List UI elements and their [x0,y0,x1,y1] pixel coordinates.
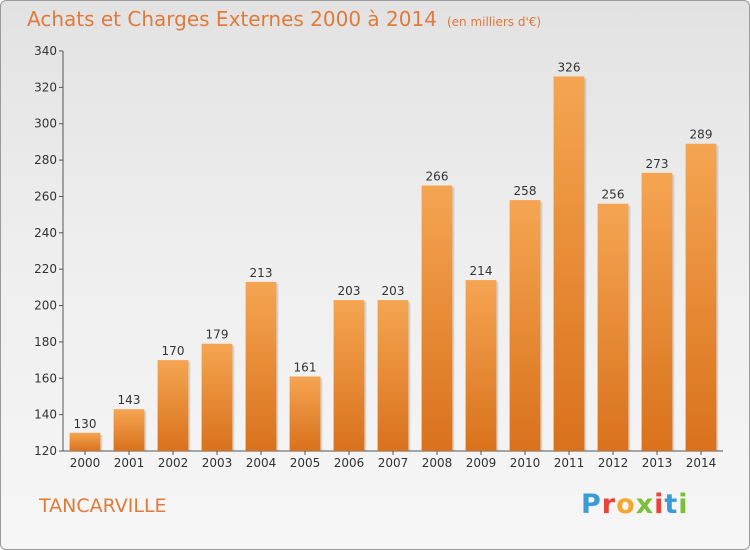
value-labels: 130 143 170 179 213 161 203 203 266 214 258 326 256 2… [74,60,713,430]
bar [597,203,629,451]
bar [377,300,409,451]
bar-value-label: 170 [162,344,185,358]
brand-letter: t [664,489,679,520]
x-tick-label: 2011 [554,456,585,470]
x-tick-label: 2007 [378,456,409,470]
x-tick-label: 2014 [686,456,717,470]
bar-value-label: 203 [382,284,405,298]
chart-subtitle: (en milliers d'€) [446,15,542,29]
bar [289,376,321,451]
bar-value-label: 213 [250,266,273,280]
bar-value-label: 214 [470,264,493,278]
bar-value-label: 143 [118,393,141,407]
bars [69,76,719,452]
x-tick-label: 2008 [422,456,453,470]
bar [509,200,541,451]
bar [69,432,101,451]
bar [157,360,189,451]
x-tick-label: 2001 [114,456,145,470]
bar [641,172,673,451]
y-tick-label: 140 [34,408,57,422]
y-tick-label: 320 [34,80,57,94]
y-tick-label: 260 [34,189,57,203]
y-tick-label: 340 [34,44,57,58]
y-tick-label: 180 [34,335,57,349]
bar-value-label: 273 [646,157,669,171]
brand-letter: i [678,489,689,520]
commune-name: TANCARVILLE [39,495,167,517]
brand-letter: r [601,489,617,520]
y-tick-label: 200 [34,299,57,313]
bar-value-label: 161 [294,360,317,374]
y-tick-label: 120 [34,444,57,458]
y-tick-label: 160 [34,371,57,385]
bar-value-label: 179 [206,328,229,342]
y-tick-label: 220 [34,262,57,276]
brand-letter: P [581,489,602,520]
bar [421,185,453,451]
chart-title: Achats et Charges Externes 2000 à 2014 (e… [27,7,541,31]
bar [201,343,233,451]
x-tick-label: 2013 [642,456,673,470]
x-tick-label: 2009 [466,456,497,470]
brand-letter: o [616,489,636,520]
x-tick-label: 2010 [510,456,541,470]
bar [553,76,585,452]
x-tick-label: 2006 [334,456,365,470]
bar [465,280,497,451]
bar-value-label: 326 [558,60,581,74]
x-tick-label: 2005 [290,456,321,470]
brand-letter: x [635,489,655,520]
y-tick-label: 300 [34,117,57,131]
y-tick-label: 240 [34,226,57,240]
bar [245,281,277,451]
bar-value-label: 130 [74,417,97,431]
x-tick-label: 2004 [246,456,277,470]
bar [113,409,145,451]
bar [685,143,717,451]
x-tick-label: 2012 [598,456,629,470]
brand-letter: i [654,489,665,520]
bar-value-label: 256 [602,188,625,202]
bar [333,300,365,451]
x-tick-label: 2002 [158,456,189,470]
y-tick-label: 280 [34,153,57,167]
bar-value-label: 258 [514,184,537,198]
bar-value-label: 203 [338,284,361,298]
x-tick-label: 2003 [202,456,233,470]
bar-value-label: 289 [690,128,713,142]
chart-title-text: Achats et Charges Externes 2000 à 2014 [27,7,437,31]
axes: 120 140 160 180 200 220 240 260 280 300 320 340 2000… [34,44,723,470]
brand-logo: Proxiti [581,489,689,520]
x-tick-label: 2000 [70,456,101,470]
bar-value-label: 266 [426,170,449,184]
